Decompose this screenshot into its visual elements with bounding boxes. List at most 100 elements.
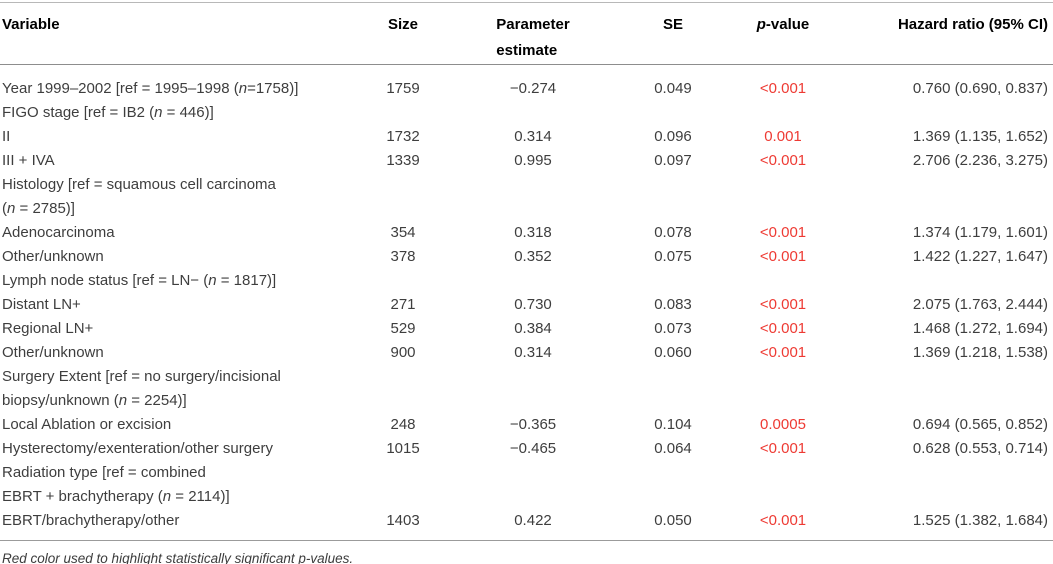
variable-cell: Distant LN+: [2, 296, 81, 313]
hazard-ratio-cell: 1.374 (1.179, 1.601): [912, 224, 1048, 241]
size-cell: [363, 101, 443, 125]
p-value-cell: <0.001: [759, 440, 807, 457]
table-row: Distant LN+ 271 0.730 0.083 <0.001 2.075…: [0, 293, 1053, 317]
hazard-ratio-cell: [843, 269, 1053, 293]
header-row: Variable Size Parameter estimate SE p-va…: [0, 2, 1053, 65]
size-cell: 900: [390, 344, 416, 361]
variable-cell: FIGO stage [ref = IB2 (n = 446)]: [2, 104, 214, 121]
hazard-ratio-cell: 1.422 (1.227, 1.647): [912, 248, 1048, 265]
column-header-se: SE: [623, 2, 723, 65]
se-cell: 0.049: [654, 80, 692, 97]
table-row: II 1732 0.314 0.096 0.001 1.369 (1.135, …: [0, 125, 1053, 149]
table-row: Lymph node status [ref = LN− (n = 1817)]: [0, 269, 1053, 293]
se-cell: [623, 173, 723, 221]
p-value-cell: <0.001: [759, 80, 807, 97]
parameter-estimate-cell: [443, 461, 623, 509]
table-body: Year 1999–2002 [ref = 1995–1998 (n=1758)…: [0, 65, 1053, 541]
variable-cell: Local Ablation or excision: [2, 416, 172, 433]
parameter-estimate-cell: 0.352: [514, 248, 552, 265]
variable-cell: Other/unknown: [2, 248, 104, 265]
hazard-ratio-cell: 0.694 (0.565, 0.852): [912, 416, 1048, 433]
hazard-ratio-cell: 0.628 (0.553, 0.714): [912, 440, 1048, 457]
parameter-estimate-cell: 0.422: [443, 509, 623, 541]
parameter-estimate-cell: 0.314: [514, 344, 552, 361]
se-cell: [623, 365, 723, 413]
size-cell: [363, 365, 443, 413]
hazard-ratio-cell: 2.706 (2.236, 3.275): [912, 152, 1048, 169]
size-cell: 1015: [386, 440, 420, 457]
size-cell: [363, 461, 443, 509]
regression-results-table: Variable Size Parameter estimate SE p-va…: [0, 2, 1053, 541]
size-cell: [363, 173, 443, 221]
variable-cell: II: [2, 128, 11, 145]
column-header-variable-label: Variable: [2, 16, 60, 33]
variable-cell: Lymph node status [ref = LN− (n = 1817)]: [2, 272, 277, 289]
variable-cell: Regional LN+: [2, 320, 94, 337]
p-value-cell: <0.001: [759, 224, 807, 241]
table-row: Adenocarcinoma 354 0.318 0.078 <0.001 1.…: [0, 221, 1053, 245]
hazard-ratio-cell: 0.760 (0.690, 0.837): [912, 80, 1048, 97]
p-value-cell: [723, 173, 843, 221]
p-value-cell: <0.001: [723, 509, 843, 541]
hazard-ratio-cell: 1.525 (1.382, 1.684): [843, 509, 1053, 541]
size-cell: 1339: [386, 152, 420, 169]
se-cell: [623, 461, 723, 509]
parameter-estimate-cell: 0.318: [514, 224, 552, 241]
se-cell: 0.073: [654, 320, 692, 337]
table-row: III + IVA 1339 0.995 0.097 <0.001 2.706 …: [0, 149, 1053, 173]
p-value-cell: <0.001: [759, 344, 807, 361]
table-row: Hysterectomy/exenteration/other surgery …: [0, 437, 1053, 461]
p-value-cell: <0.001: [759, 248, 807, 265]
variable-cell: Year 1999–2002 [ref = 1995–1998 (n=1758)…: [2, 80, 299, 97]
se-cell: [623, 269, 723, 293]
se-cell: 0.096: [654, 128, 692, 145]
size-cell: 1732: [386, 128, 420, 145]
p-value-cell: [723, 269, 843, 293]
size-cell: 354: [390, 224, 416, 241]
size-cell: 271: [390, 296, 416, 313]
p-value-cell: [723, 461, 843, 509]
table-header: Variable Size Parameter estimate SE p-va…: [0, 2, 1053, 65]
parameter-estimate-cell: −0.365: [509, 416, 557, 433]
p-value-cell: 0.0005: [760, 416, 806, 433]
se-cell: 0.064: [654, 440, 692, 457]
column-header-hazard-ratio: Hazard ratio (95% CI): [843, 2, 1053, 65]
hazard-ratio-cell: [843, 461, 1053, 509]
hazard-ratio-cell: [843, 173, 1053, 221]
column-header-size-label: Size: [387, 16, 418, 33]
parameter-estimate-cell: −0.274: [509, 80, 557, 97]
se-cell: [623, 101, 723, 125]
p-value-cell: <0.001: [759, 296, 807, 313]
p-value-cell: <0.001: [759, 152, 807, 169]
parameter-estimate-cell: [443, 101, 623, 125]
variable-cell: Adenocarcinoma: [2, 224, 115, 241]
table-row: Local Ablation or excision 248 −0.365 0.…: [0, 413, 1053, 437]
size-cell: 1403: [363, 509, 443, 541]
column-header-p-suffix: -value: [765, 16, 810, 33]
parameter-estimate-cell: 0.730: [514, 296, 552, 313]
table-row: FIGO stage [ref = IB2 (n = 446)]: [0, 101, 1053, 125]
parameter-estimate-cell: [443, 269, 623, 293]
size-cell: 378: [390, 248, 416, 265]
parameter-estimate-cell: −0.465: [509, 440, 557, 457]
hazard-ratio-cell: 2.075 (1.763, 2.444): [912, 296, 1048, 313]
se-cell: 0.104: [654, 416, 692, 433]
variable-cell: Radiation type [ref = combined EBRT + br…: [2, 464, 230, 505]
se-cell: 0.078: [654, 224, 692, 241]
variable-cell: Hysterectomy/exenteration/other surgery: [2, 440, 273, 457]
hazard-ratio-cell: [843, 365, 1053, 413]
table-row: Surgery Extent [ref = no surgery/incisio…: [0, 365, 1053, 413]
variable-cell: Histology [ref = squamous cell carcinoma…: [2, 176, 276, 217]
variable-cell: Surgery Extent [ref = no surgery/incisio…: [2, 368, 281, 409]
column-header-p-italic: p: [756, 16, 766, 33]
size-cell: [363, 269, 443, 293]
table-row: Regional LN+ 529 0.384 0.073 <0.001 1.46…: [0, 317, 1053, 341]
se-cell: 0.060: [654, 344, 692, 361]
hazard-ratio-cell: [843, 101, 1053, 125]
column-header-hazard-ratio-label: Hazard ratio (95% CI): [897, 16, 1048, 33]
column-header-p-value: p-value: [723, 2, 843, 65]
parameter-estimate-cell: [443, 173, 623, 221]
se-cell: 0.075: [654, 248, 692, 265]
column-header-parameter-estimate-label: Parameter estimate: [496, 16, 570, 59]
